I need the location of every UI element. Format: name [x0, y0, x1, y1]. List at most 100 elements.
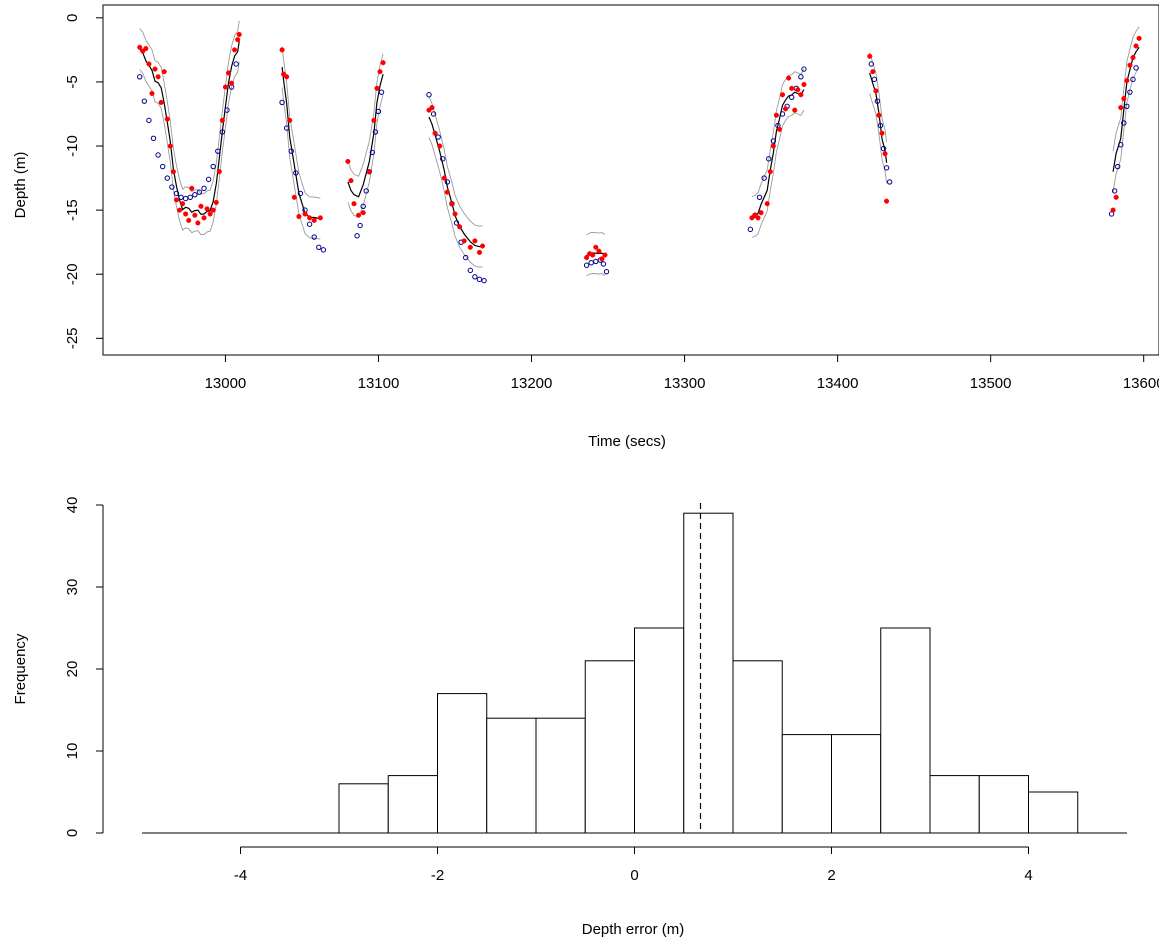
observed-point [596, 248, 602, 254]
observed-point [764, 201, 770, 207]
observed-points [137, 31, 1142, 262]
observed-point [170, 169, 176, 175]
observed-point [155, 74, 161, 80]
observed-point [437, 143, 443, 149]
observed-point [758, 210, 764, 216]
observed-point [876, 112, 882, 118]
observed-point [146, 61, 152, 67]
y-axis-label: Depth (m) [12, 152, 29, 219]
predicted-point [187, 194, 193, 201]
observed-point [207, 211, 213, 217]
observed-point [441, 175, 447, 181]
observed-point [186, 217, 192, 223]
predicted-point [1114, 163, 1121, 170]
observed-point [770, 143, 776, 149]
model-lines [139, 41, 1140, 256]
observed-point [792, 107, 798, 113]
observed-point [192, 212, 198, 218]
predicted-point [444, 179, 451, 185]
observed-point [776, 126, 783, 132]
y-axis: 0 10 20 30 40 [64, 497, 104, 837]
observed-point [380, 60, 386, 66]
observed-point [584, 255, 590, 261]
predicted-point [164, 175, 170, 181]
observed-point [167, 143, 173, 149]
predicted-point [880, 145, 887, 152]
observed-point [467, 244, 473, 250]
predicted-point [1127, 89, 1133, 95]
predicted-point [357, 222, 363, 229]
x-tick-label: 13000 [205, 375, 247, 392]
observed-point [345, 158, 351, 164]
histogram-bar [584, 660, 635, 834]
predicted-point [801, 66, 807, 72]
y-tick-label: -15 [64, 199, 81, 221]
predicted-point [766, 156, 772, 162]
predicted-point [233, 61, 239, 67]
observed-point [1130, 55, 1136, 61]
observed-point [795, 87, 801, 93]
predicted-point [375, 108, 382, 115]
observed-point [461, 238, 467, 244]
predicted-point [283, 125, 290, 131]
predicted-point [150, 135, 157, 142]
predicted-point [279, 99, 285, 106]
observed-point [452, 211, 458, 217]
predicted-point [453, 220, 460, 226]
predicted-point [378, 89, 385, 95]
predicted-point [201, 185, 207, 192]
predicted-point [293, 170, 299, 176]
x-axis-label: Time (secs) [588, 433, 666, 450]
observed-point [801, 81, 807, 88]
observed-point [371, 117, 377, 123]
histogram-bars [338, 512, 1079, 834]
predicted-point [481, 277, 487, 284]
observed-point [291, 194, 297, 200]
lower-interval-line [139, 61, 240, 236]
observed-point [351, 201, 357, 207]
observed-point [786, 75, 792, 81]
observed-point [161, 69, 167, 75]
observed-point [1136, 35, 1142, 41]
x-tick-label: -2 [431, 867, 444, 884]
lower-interval-line [751, 109, 805, 238]
upper-interval-line [1112, 26, 1140, 152]
predicted-point [146, 117, 152, 124]
predicted-point [311, 234, 317, 240]
x-axis: -4 -2 0 2 4 [234, 846, 1033, 884]
y-axis: 0 -5 -10 -15 -20 -25 [64, 14, 103, 349]
y-tick-label: -10 [64, 135, 81, 157]
histogram-bar [880, 627, 931, 834]
predicted-point [788, 94, 795, 101]
observed-point [429, 105, 435, 111]
depth-error-histogram: -4 -2 0 2 4 0 10 20 30 40 Depth error (m) Freque… [12, 497, 1127, 938]
predicted-point [798, 74, 804, 80]
upper-interval-line [281, 46, 321, 199]
predicted-point [320, 247, 327, 253]
observed-point [1113, 194, 1119, 200]
lower-interval-line [428, 137, 483, 268]
observed-point [204, 206, 210, 212]
predicted-point [868, 61, 874, 67]
predicted-point [1111, 188, 1118, 194]
predicted-point [600, 261, 607, 267]
predicted-point [440, 156, 446, 162]
observed-point [143, 46, 149, 52]
observed-point [590, 252, 596, 258]
observed-point [798, 92, 804, 98]
observed-point [1110, 207, 1116, 213]
observed-point [1118, 105, 1124, 111]
x-tick-label: 13500 [970, 375, 1012, 392]
observed-point [180, 201, 186, 207]
x-tick-label: 0 [630, 867, 638, 884]
predicted-point [463, 254, 469, 261]
predicted-point [770, 138, 777, 144]
predicted-point [472, 274, 478, 280]
upper-interval-line [428, 96, 483, 227]
observed-point [317, 215, 323, 221]
histogram-bar [781, 734, 832, 834]
predicted-point [196, 189, 203, 195]
predicted-point [155, 152, 161, 158]
